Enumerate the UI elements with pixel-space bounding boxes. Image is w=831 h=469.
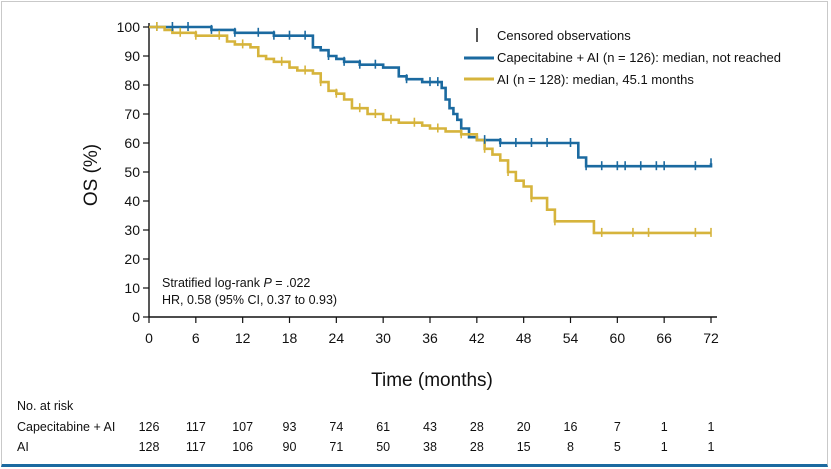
risk-cell: 20 — [517, 420, 531, 434]
risk-cell: 128 — [139, 440, 160, 454]
risk-cell: 8 — [567, 440, 574, 454]
x-tick-label: 42 — [469, 330, 485, 346]
risk-cell: 126 — [139, 420, 160, 434]
y-tick-label: 50 — [124, 164, 140, 180]
x-tick-label: 48 — [516, 330, 532, 346]
risk-cell: 5 — [614, 440, 621, 454]
y-tick-label: 60 — [124, 135, 140, 151]
censor-marks — [156, 22, 712, 237]
logrank-prefix: Stratified log-rank — [162, 276, 263, 290]
x-tick-label: 0 — [145, 330, 153, 346]
y-axis-title: OS (%) — [81, 144, 102, 206]
x-tick-label: 66 — [656, 330, 672, 346]
x-tick-label: 12 — [235, 330, 251, 346]
y-tick-label: 30 — [124, 222, 140, 238]
risk-cell: 1 — [708, 420, 715, 434]
risk-cell: 38 — [423, 440, 437, 454]
x-tick-label: 6 — [192, 330, 200, 346]
legend-censored-label: Censored observations — [497, 28, 631, 43]
x-tick-label: 30 — [375, 330, 391, 346]
risk-cell: 50 — [376, 440, 390, 454]
x-tick-label: 72 — [703, 330, 719, 346]
risk-cell: 43 — [423, 420, 437, 434]
x-tick-label: 18 — [282, 330, 298, 346]
y-tick-label: 100 — [117, 19, 141, 35]
x-tick-label: 54 — [563, 330, 579, 346]
x-tick-label: 24 — [329, 330, 345, 346]
y-tick-label: 20 — [124, 251, 140, 267]
hazard-ratio-text: HR, 0.58 (95% CI, 0.37 to 0.93) — [162, 293, 337, 307]
risk-cell: 1 — [661, 440, 668, 454]
y-tick-label: 40 — [124, 193, 140, 209]
risk-cell: 106 — [232, 440, 253, 454]
risk-table-title: No. at risk — [17, 399, 74, 413]
risk-cell: 15 — [517, 440, 531, 454]
risk-cell: 93 — [283, 420, 297, 434]
risk-cell: 117 — [186, 420, 206, 434]
legend-label-ai: AI (n = 128): median, 45.1 months — [497, 72, 694, 87]
logrank-suffix: = .022 — [272, 276, 311, 290]
risk-cell: 107 — [232, 420, 253, 434]
y-tick-label: 0 — [132, 309, 140, 325]
y-tick-label: 10 — [124, 280, 140, 296]
stats-annotation: Stratified log-rank P = .022 HR, 0.58 (9… — [162, 276, 337, 307]
logrank-p: P — [263, 276, 272, 290]
y-tick-label: 70 — [124, 106, 140, 122]
risk-row-label: Capecitabine + AI — [17, 420, 115, 434]
risk-cell: 1 — [661, 420, 668, 434]
risk-cell: 28 — [470, 440, 484, 454]
series-line-1 — [149, 25, 711, 235]
y-tick-label: 80 — [124, 77, 140, 93]
x-axis-title: Time (months) — [371, 370, 493, 391]
x-tick-label: 36 — [422, 330, 438, 346]
risk-cell: 16 — [564, 420, 578, 434]
risk-cell: 74 — [329, 420, 343, 434]
risk-cell: 1 — [708, 440, 715, 454]
risk-cell: 90 — [283, 440, 297, 454]
logrank-text: Stratified log-rank P = .022 — [162, 276, 310, 290]
legend-label-capecitabine: Capecitabine + AI (n = 126): median, not… — [497, 50, 781, 65]
y-tick-label: 90 — [124, 48, 140, 64]
risk-cell: 61 — [376, 420, 390, 434]
risk-cell: 71 — [329, 440, 343, 454]
x-tick-label: 60 — [610, 330, 626, 346]
risk-cell: 117 — [186, 440, 206, 454]
risk-row-label: AI — [17, 440, 29, 454]
risk-cell: 7 — [614, 420, 621, 434]
series-line-0 — [149, 25, 713, 168]
axes: 0 10 20 30 40 50 60 70 80 90 100 0 6 12 18 24 30 36 42 48 54… — [117, 19, 719, 346]
risk-cell: 28 — [470, 420, 484, 434]
risk-table: No. at risk Capecitabine + AI 126 117 107 93… — [17, 399, 715, 454]
legend: Censored observations Capecitabine + AI … — [464, 28, 781, 87]
